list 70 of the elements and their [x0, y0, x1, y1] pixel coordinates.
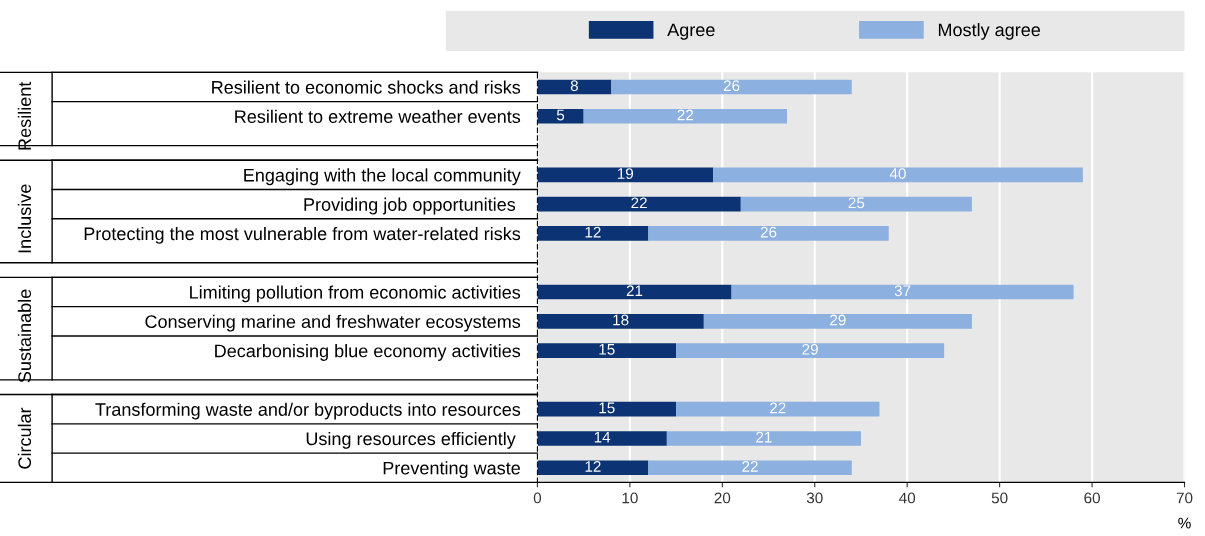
bar [713, 167, 1083, 183]
bar [537, 431, 667, 446]
bar [731, 284, 1074, 300]
text: Sustainable [17, 289, 32, 383]
bar [537, 460, 649, 476]
bar [703, 313, 972, 329]
bar [676, 343, 945, 358]
y-tick-label: Protecting the most vulnerable from water-related risks [84, 226, 521, 244]
bar [537, 284, 732, 300]
data-label: 25 [848, 197, 865, 209]
bar [740, 196, 972, 212]
data-label: 12 [585, 461, 601, 472]
y-tick-label: Preventing waste [383, 461, 520, 479]
x-tick-label: 40 [899, 492, 916, 504]
bar [611, 79, 852, 95]
y-tick-label: Providing job opportunities [304, 197, 516, 215]
data-label: 37 [894, 285, 911, 297]
y-tick-label: Using resources efficiently [306, 431, 516, 449]
bar [537, 108, 584, 124]
data-label: 14 [594, 431, 611, 443]
y-tick-label: Engaging with the local community [244, 168, 521, 186]
data-label: 29 [802, 343, 818, 355]
x-axis-title: % [1178, 517, 1191, 529]
x-tick-label: 30 [806, 492, 823, 504]
data-label: 5 [556, 109, 565, 121]
data-label: 15 [599, 344, 615, 355]
legend-label: Agree [667, 23, 715, 40]
bar [648, 460, 852, 476]
data-label: 12 [585, 226, 601, 238]
legend-label: Mostly agree [938, 22, 1041, 40]
bar [537, 167, 714, 183]
data-label: 18 [613, 314, 629, 326]
data-label: 22 [770, 402, 786, 414]
data-label: 26 [723, 80, 740, 92]
data-label: 21 [626, 285, 643, 296]
data-label: 22 [742, 461, 758, 472]
x-tick-label: 60 [1084, 492, 1100, 504]
bar [537, 196, 741, 212]
text: Circular [17, 407, 32, 469]
text: Resilient [17, 81, 32, 150]
x-tick-label: 50 [991, 492, 1008, 504]
y-tick-label: Conserving marine and freshwater ecosystems [145, 314, 521, 332]
y-tick-label: Decarbonising blue economy activities [215, 344, 521, 361]
bar [676, 401, 880, 417]
bar [537, 313, 704, 329]
data-label: 21 [756, 431, 772, 443]
text: Inclusive [17, 184, 32, 253]
y-tick-label: Limiting pollution from economic activities [190, 285, 521, 303]
x-tick-label: 10 [622, 492, 638, 504]
x-tick-label: 0 [533, 492, 542, 504]
x-tick-label: 70 [1176, 492, 1193, 504]
bar [666, 431, 861, 446]
y-tick-label: Transforming waste and/or byproducts into resources [95, 402, 521, 420]
data-label: 8 [570, 80, 578, 92]
bar [648, 226, 889, 241]
y-tick-label: Resilient to economic shocks and risks [212, 80, 521, 94]
data-label: 29 [830, 314, 846, 326]
bar [537, 226, 649, 241]
data-label: 15 [599, 402, 615, 414]
bar [537, 401, 677, 417]
data-label: 22 [677, 109, 694, 121]
data-label: 26 [760, 226, 777, 238]
data-label: 19 [617, 168, 634, 179]
data-label: 40 [889, 168, 906, 179]
bar [537, 79, 612, 95]
data-label: 22 [631, 197, 647, 209]
bar [537, 343, 677, 358]
x-tick-label: 20 [714, 492, 731, 504]
bar [583, 108, 788, 124]
y-tick-label: Resilient to extreme weather events [235, 109, 521, 124]
